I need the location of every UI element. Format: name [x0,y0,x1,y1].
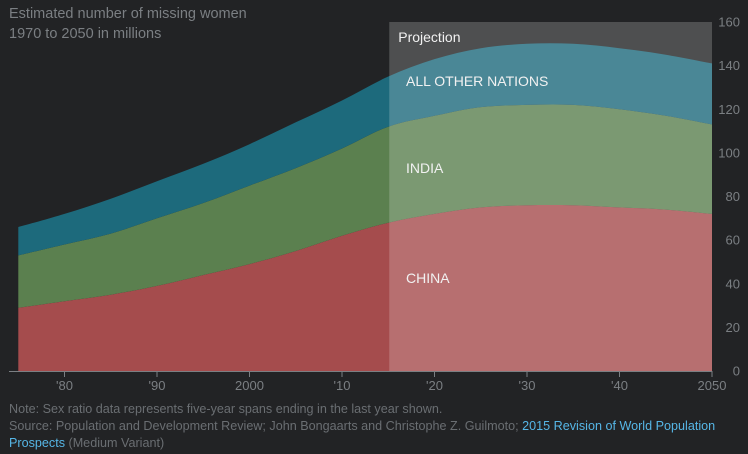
y-tick-label: 20 [726,320,740,335]
y-tick-label: 60 [726,233,740,248]
series-label-all-other-nations: ALL OTHER NATIONS [406,73,548,89]
footer-source: Source: Population and Development Revie… [9,418,739,452]
y-tick-label: 0 [733,364,740,379]
x-tick-label: '80 [56,378,73,393]
series-label-india: INDIA [406,160,444,176]
projection-overlay [389,22,712,371]
chart-title-line: Estimated number of missing women [9,6,247,22]
series-label-china: CHINA [406,270,450,286]
source-link[interactable]: 2015 Revision of World Population Prospe… [9,419,716,450]
y-tick-label: 120 [718,102,740,117]
x-tick-label: '20 [426,378,443,393]
x-tick-label: '30 [519,378,536,393]
x-tick-label: 2050 [698,378,727,393]
y-tick-label: 40 [726,276,740,291]
y-tick-label: 160 [718,15,740,30]
footer-note: Note: Sex ratio data represents five-yea… [9,402,443,416]
x-tick-label: '10 [334,378,351,393]
chart-footer: Note: Sex ratio data represents five-yea… [9,401,739,452]
y-tick-label: 80 [726,189,740,204]
source-text: Source: Population and Development Revie… [9,419,523,433]
source-suffix: (Medium Variant) [65,436,165,450]
x-tick-label: 2000 [235,378,264,393]
y-tick-label: 100 [718,145,740,160]
area-china [18,204,713,371]
missing-women-area-chart: Projection CHINA INDIA ALL OTHER NATIONS E… [9,6,740,393]
x-tick-label: '90 [149,378,166,393]
chart-title-line: 1970 to 2050 in millions [9,26,161,42]
area-all-other-nations [18,43,713,256]
area-india [18,104,713,308]
y-tick-label: 140 [718,58,740,73]
x-tick-label: '40 [611,378,628,393]
projection-label: Projection [398,29,460,45]
